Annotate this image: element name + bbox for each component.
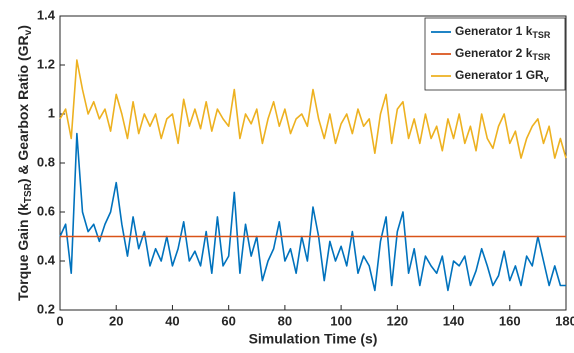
y-tick-label: 0.6 bbox=[37, 203, 55, 218]
y-label-part: v bbox=[23, 29, 34, 35]
x-tick-label: 0 bbox=[56, 313, 63, 328]
x-tick-label: 80 bbox=[278, 313, 292, 328]
x-tick-label: 120 bbox=[386, 313, 408, 328]
legend-label: Generator 1 kTSR bbox=[455, 24, 551, 40]
legend-sub: TSR bbox=[532, 52, 551, 62]
legend-label: Generator 1 GRv bbox=[455, 68, 549, 84]
y-tick-label: 0.2 bbox=[37, 301, 55, 316]
y-label-part: ) & Gearbox Ratio (GR bbox=[15, 35, 31, 183]
x-tick-label: 20 bbox=[109, 313, 123, 328]
y-tick-label: 1 bbox=[48, 105, 55, 120]
y-axis-label: Torque Gain (kTSR) & Gearbox Ratio (GRv) bbox=[15, 25, 34, 301]
y-tick-label: 0.4 bbox=[37, 252, 56, 267]
y-label-part: TSR bbox=[23, 182, 34, 203]
legend-name: Generator 2 k bbox=[455, 46, 533, 60]
y-tick-label: 0.8 bbox=[37, 154, 55, 169]
x-axis-label: Simulation Time (s) bbox=[249, 331, 378, 347]
legend-name: Generator 1 k bbox=[455, 24, 533, 38]
x-tick-label: 60 bbox=[221, 313, 235, 328]
x-tick-label: 160 bbox=[499, 313, 521, 328]
x-tick-label: 40 bbox=[165, 313, 179, 328]
series-line bbox=[59, 59, 567, 159]
y-tick-label: 1.4 bbox=[37, 7, 56, 22]
x-tick-label: 180 bbox=[555, 313, 574, 328]
x-tick-label: 140 bbox=[443, 313, 465, 328]
series-line bbox=[59, 132, 566, 292]
y-label-part: Torque Gain (k bbox=[15, 203, 31, 301]
y-label-part: ) bbox=[15, 25, 31, 30]
legend-sub: v bbox=[544, 74, 549, 84]
legend-name: Generator 1 GR bbox=[455, 68, 544, 82]
y-tick-label: 1.2 bbox=[37, 56, 55, 71]
legend-sub: TSR bbox=[532, 30, 551, 40]
x-tick-label: 100 bbox=[330, 313, 352, 328]
legend-label: Generator 2 kTSR bbox=[455, 46, 551, 62]
